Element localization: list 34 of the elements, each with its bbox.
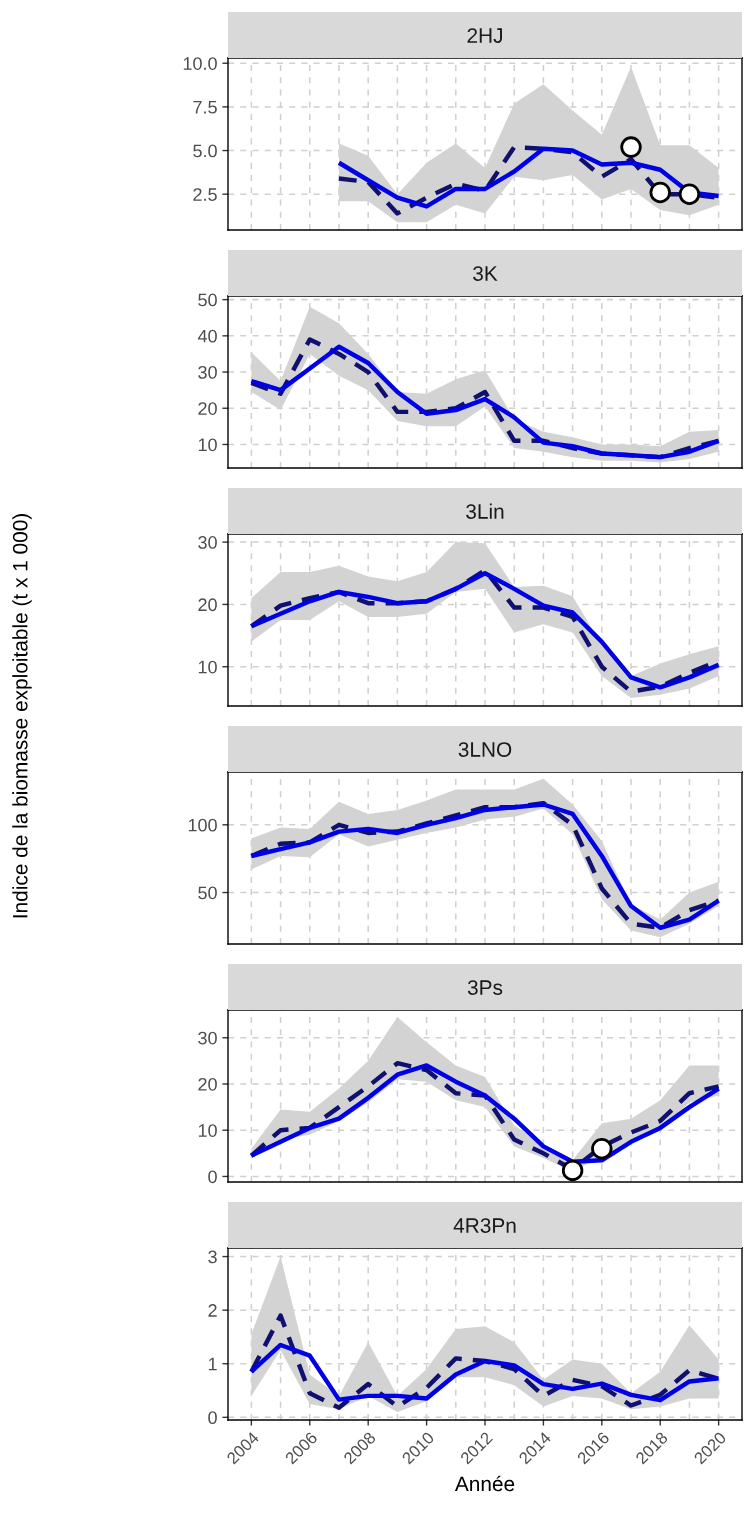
chart-title: 3Ps xyxy=(467,980,503,995)
x-axis-title: Année xyxy=(454,1475,515,1492)
y-tick-label: 1 xyxy=(208,1357,217,1371)
chart-title: 2HJ xyxy=(467,28,502,43)
y-tick-label: 20 xyxy=(198,1077,217,1091)
point xyxy=(620,136,642,158)
line-series xyxy=(249,1342,721,1403)
y-tick-label: 7.5 xyxy=(193,101,217,114)
point xyxy=(678,183,701,205)
chart-title: 3Lin xyxy=(466,503,504,519)
y-tick-label: 10 xyxy=(198,438,217,452)
y-tick-label: 20 xyxy=(198,598,217,612)
y-tick-label: 0 xyxy=(208,1170,217,1184)
chart-title: 3K xyxy=(473,266,498,281)
y-tick-label: 30 xyxy=(198,536,217,549)
y-tick-label: 10 xyxy=(198,1124,217,1137)
chart-title: 3LNO xyxy=(458,742,512,757)
chart-title: 4R3Pn xyxy=(453,1218,516,1233)
y-tick-label: 2.5 xyxy=(193,188,217,201)
point xyxy=(649,181,671,204)
y-tick-label: 50 xyxy=(198,293,217,307)
y-tick-label: 40 xyxy=(197,329,217,343)
y-tick-label: 20 xyxy=(198,402,217,415)
y-tick-label: 3 xyxy=(208,1250,217,1264)
y-tick-label: 0 xyxy=(208,1411,217,1425)
y-tick-label: 10 xyxy=(198,660,217,674)
y-tick-label: 2 xyxy=(208,1304,217,1317)
y-axis-title: Indice de la biomasse exploitable (t x 1 000) xyxy=(12,514,32,918)
y-tick-label: 50 xyxy=(198,886,217,900)
y-tick-label: 10.0 xyxy=(183,57,217,70)
y-tick-label: 5.0 xyxy=(193,144,217,158)
y-tick-label: 100 xyxy=(188,818,217,832)
y-tick-label: 30 xyxy=(198,1031,217,1045)
y-tick-label: 30 xyxy=(198,365,217,379)
